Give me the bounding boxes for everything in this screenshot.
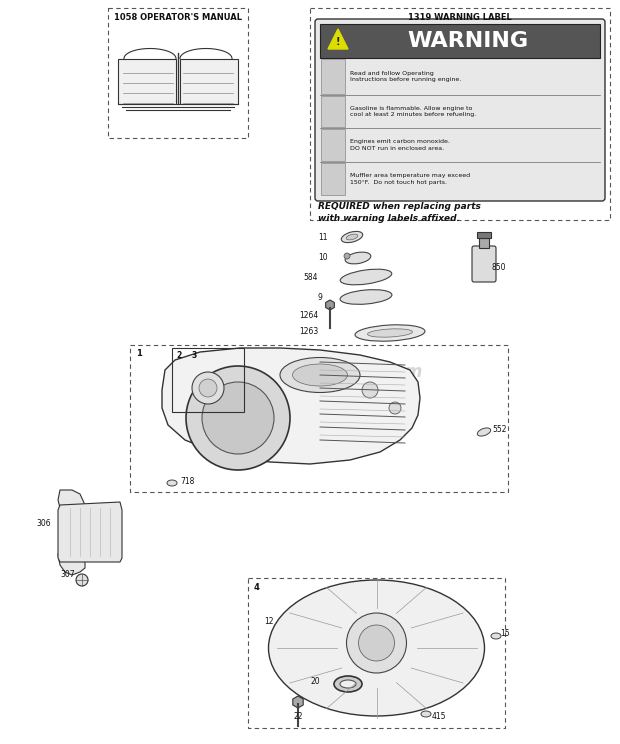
Ellipse shape: [491, 633, 501, 639]
Text: 11: 11: [319, 234, 328, 243]
Bar: [248, 578, 505, 728]
Text: 1263: 1263: [299, 327, 318, 336]
Ellipse shape: [280, 358, 360, 393]
Bar: [321, 163, 345, 195]
Ellipse shape: [340, 269, 392, 285]
Ellipse shape: [345, 252, 371, 264]
Circle shape: [192, 372, 224, 404]
Circle shape: [344, 253, 350, 259]
FancyBboxPatch shape: [472, 246, 496, 282]
Text: 4: 4: [254, 583, 260, 592]
Circle shape: [389, 402, 401, 414]
Text: 415: 415: [432, 712, 446, 721]
Ellipse shape: [346, 234, 358, 240]
Text: 1058 OPERATOR'S MANUAL: 1058 OPERATOR'S MANUAL: [114, 13, 242, 22]
Text: Read and follow Operating
Instructions before running engine.: Read and follow Operating Instructions b…: [350, 71, 461, 83]
Ellipse shape: [167, 480, 177, 486]
Ellipse shape: [421, 711, 431, 717]
Ellipse shape: [334, 676, 362, 692]
FancyBboxPatch shape: [118, 59, 176, 103]
Bar: [108, 8, 248, 138]
Text: Muffler area temperature may exceed
150°F.  Do not touch hot parts.: Muffler area temperature may exceed 150°…: [350, 173, 470, 185]
Circle shape: [202, 382, 274, 454]
Text: 718: 718: [180, 478, 195, 487]
Text: Gasoline is flammable. Allow engine to
cool at least 2 minutes before refueling.: Gasoline is flammable. Allow engine to c…: [350, 106, 476, 118]
Circle shape: [347, 613, 407, 673]
Ellipse shape: [340, 680, 356, 688]
Text: WARNING: WARNING: [407, 31, 529, 51]
Circle shape: [186, 366, 290, 470]
Text: Engines emit carbon monoxide.
DO NOT run in enclosed area.: Engines emit carbon monoxide. DO NOT run…: [350, 139, 450, 151]
Bar: [321, 59, 345, 94]
Ellipse shape: [293, 364, 347, 386]
Text: 3: 3: [192, 351, 197, 361]
FancyBboxPatch shape: [180, 59, 238, 103]
Bar: [321, 96, 345, 127]
Polygon shape: [58, 502, 122, 562]
Ellipse shape: [341, 231, 363, 243]
Text: 584: 584: [304, 274, 318, 283]
Polygon shape: [58, 490, 85, 575]
Circle shape: [362, 382, 378, 398]
Text: 9: 9: [317, 293, 322, 303]
Bar: [310, 8, 610, 220]
Text: 2: 2: [176, 351, 181, 361]
Ellipse shape: [477, 428, 490, 436]
Text: 850: 850: [492, 263, 507, 272]
Text: 20: 20: [311, 678, 320, 687]
Text: 1319 WARNING LABEL: 1319 WARNING LABEL: [408, 13, 512, 22]
Text: 1: 1: [136, 348, 142, 358]
Circle shape: [76, 574, 88, 586]
Text: 12: 12: [264, 618, 273, 626]
Text: 15: 15: [500, 629, 510, 638]
Polygon shape: [328, 29, 348, 49]
Text: 552: 552: [492, 426, 507, 434]
Circle shape: [358, 625, 394, 661]
Text: !: !: [336, 37, 340, 47]
Bar: [321, 129, 345, 161]
Circle shape: [199, 379, 217, 397]
FancyBboxPatch shape: [315, 19, 605, 201]
Text: eReplacementParts.com: eReplacementParts.com: [197, 363, 423, 381]
Bar: [172, 348, 244, 412]
Text: REQUIRED when replacing parts
with warning labels affixed.: REQUIRED when replacing parts with warni…: [318, 202, 481, 222]
Polygon shape: [162, 348, 420, 464]
Text: 306: 306: [36, 519, 51, 528]
Ellipse shape: [368, 329, 412, 337]
Bar: [479, 238, 489, 248]
Bar: [477, 232, 491, 238]
Text: 10: 10: [319, 254, 328, 263]
Text: 22: 22: [293, 712, 303, 721]
Ellipse shape: [340, 289, 392, 304]
Text: 1264: 1264: [299, 312, 318, 321]
Bar: [130, 345, 508, 492]
Bar: [320, 24, 600, 58]
Ellipse shape: [268, 580, 484, 716]
Text: 307: 307: [60, 570, 74, 579]
Ellipse shape: [355, 325, 425, 341]
